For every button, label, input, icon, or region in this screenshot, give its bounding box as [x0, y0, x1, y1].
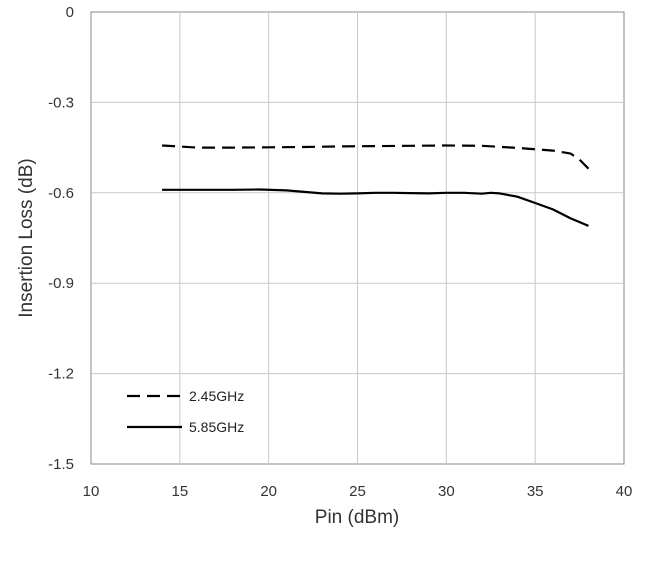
series-line-2-45ghz [162, 144, 590, 170]
y-tick-label: -0.3 [48, 94, 74, 111]
y-axis-title: Insertion Loss (dB) [16, 158, 37, 317]
x-tick-label: 30 [438, 483, 455, 500]
y-tick-label: -1.5 [48, 456, 74, 473]
x-tick-label: 15 [171, 483, 188, 500]
y-tick-label: -0.9 [48, 275, 74, 292]
x-tick-label: 25 [349, 483, 366, 500]
legend-label-2-45ghz: 2.45GHz [189, 388, 244, 404]
grid-lines [91, 12, 624, 464]
y-tick-label: -1.2 [48, 366, 74, 383]
x-tick-label: 35 [527, 483, 544, 500]
tick-labels: 10 15 20 25 30 35 40 0 -0.3 -0.6 -0.9 -1.2 -1.5 [48, 4, 632, 500]
legend: 2.45GHz 5.85GHz [127, 388, 244, 435]
y-tick-label: -0.6 [48, 185, 74, 202]
legend-label-5-85ghz: 5.85GHz [189, 419, 244, 435]
x-axis-title: Pin (dBm) [315, 507, 399, 528]
x-tick-label: 20 [260, 483, 277, 500]
x-tick-label: 40 [616, 483, 633, 500]
y-tick-label: 0 [66, 4, 74, 21]
x-tick-label: 10 [83, 483, 100, 500]
series-layer [162, 144, 590, 227]
series-line-5-85ghz [162, 188, 589, 227]
